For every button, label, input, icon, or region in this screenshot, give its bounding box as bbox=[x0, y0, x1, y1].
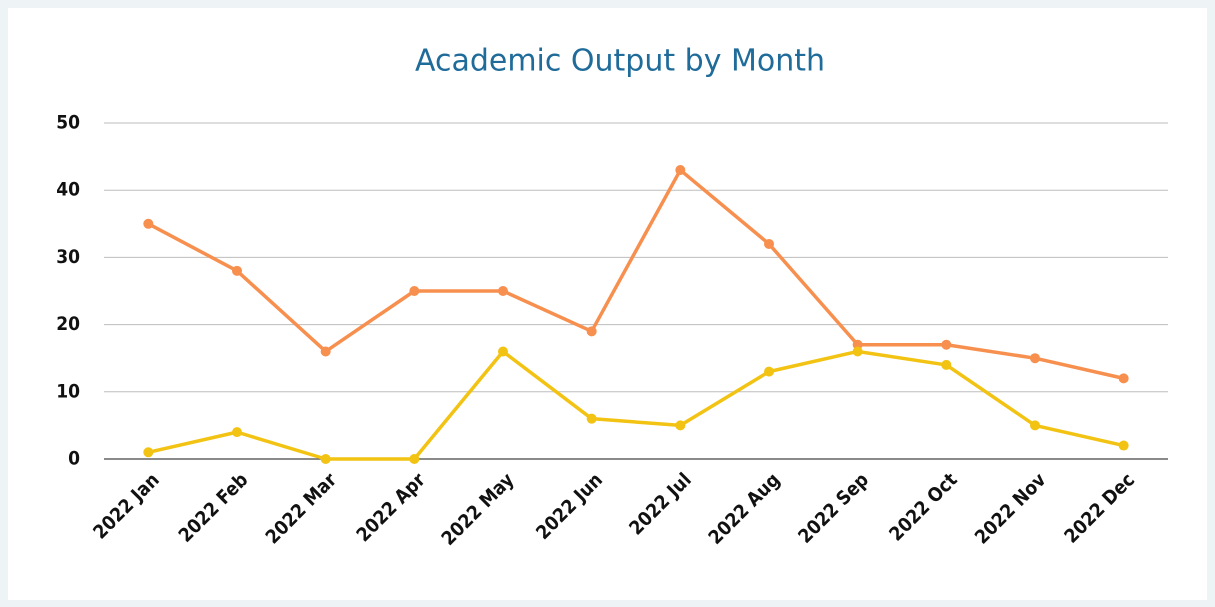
data-point bbox=[143, 447, 154, 458]
data-point bbox=[675, 420, 686, 431]
data-point bbox=[1118, 440, 1129, 451]
series-line bbox=[147, 349, 1125, 461]
data-point bbox=[586, 326, 597, 337]
y-tick-label: 0 bbox=[68, 448, 80, 470]
chart-title: Academic Output by Month bbox=[415, 44, 825, 79]
data-point bbox=[143, 218, 154, 229]
y-tick-label: 40 bbox=[56, 179, 80, 201]
data-point bbox=[586, 413, 597, 424]
y-tick-label: 20 bbox=[56, 313, 80, 335]
y-tick-label: 50 bbox=[56, 112, 80, 134]
data-point bbox=[409, 454, 420, 464]
data-point bbox=[320, 454, 331, 464]
series-line bbox=[147, 168, 1125, 381]
data-point bbox=[409, 286, 420, 296]
data-point bbox=[498, 346, 508, 357]
data-point bbox=[1118, 373, 1129, 384]
y-tick-label: 10 bbox=[56, 380, 80, 402]
data-point bbox=[852, 346, 863, 357]
data-point bbox=[232, 427, 242, 438]
data-point bbox=[498, 286, 508, 296]
data-point bbox=[320, 346, 331, 357]
data-point bbox=[1030, 353, 1040, 364]
data-point bbox=[1030, 420, 1040, 431]
y-tick-label: 30 bbox=[56, 246, 80, 268]
data-point bbox=[941, 359, 952, 370]
data-point bbox=[941, 339, 952, 350]
data-point bbox=[764, 366, 774, 377]
data-point bbox=[232, 265, 242, 276]
data-point bbox=[764, 238, 774, 249]
data-point bbox=[675, 165, 686, 176]
